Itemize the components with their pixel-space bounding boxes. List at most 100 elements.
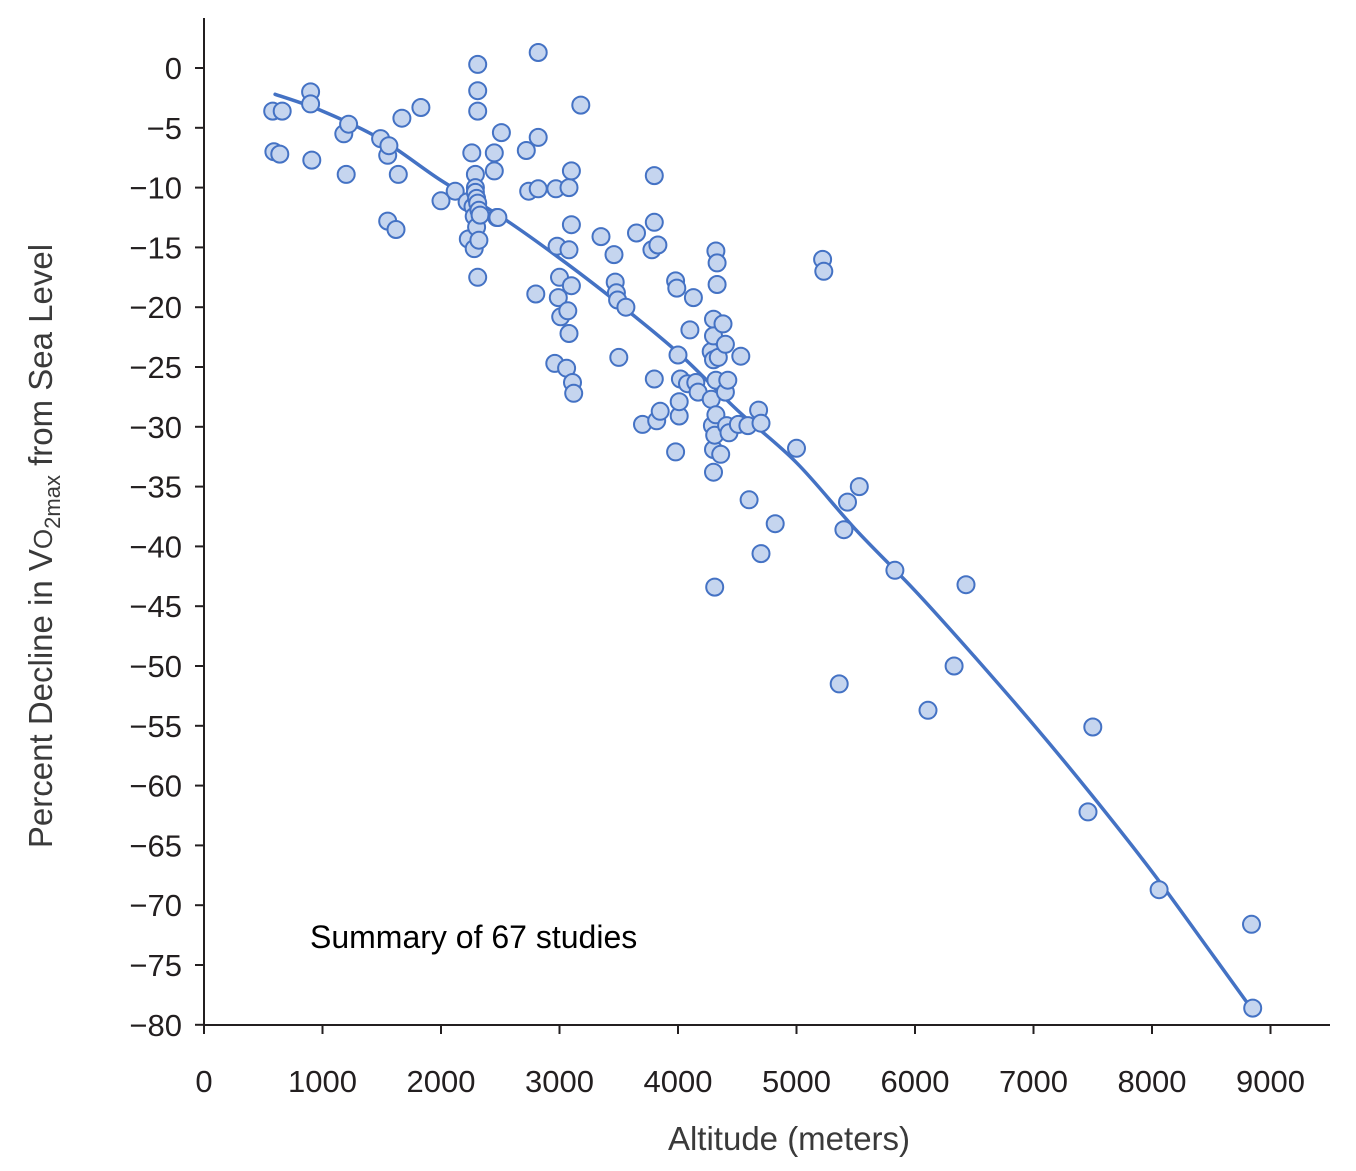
x-tick-label: 6000: [881, 1064, 950, 1099]
data-points: [263, 43, 1263, 1018]
data-point: [683, 288, 703, 308]
data-point: [468, 101, 488, 121]
data-point: [616, 297, 636, 317]
data-point: [528, 43, 548, 62]
data-point: [814, 261, 834, 281]
data-point: [838, 492, 857, 512]
data-point: [711, 444, 731, 464]
data-point: [644, 369, 664, 389]
y-tick-label: −35: [129, 470, 182, 505]
data-point: [559, 240, 579, 260]
data-point: [834, 520, 854, 540]
data-point: [561, 215, 581, 235]
data-point: [1243, 998, 1263, 1018]
y-axis-title-subscript: 2max: [40, 475, 65, 529]
data-point: [462, 143, 482, 163]
data-point: [1242, 914, 1261, 934]
x-axis-title: Altitude (meters): [668, 1120, 910, 1157]
data-point: [431, 191, 451, 211]
data-point: [1078, 802, 1098, 822]
x-tick-label: 7000: [999, 1064, 1068, 1099]
data-point: [648, 235, 668, 255]
x-ticks: 0 1000 2000 3000 4000 5000 6000 7000 8000 9000: [195, 1025, 1305, 1099]
y-axis-title-symbol-o: O: [28, 529, 58, 549]
data-point: [272, 101, 292, 121]
y-tick-label: −50: [129, 649, 182, 684]
data-point: [609, 347, 629, 367]
y-tick-label: −40: [129, 529, 182, 564]
data-point: [956, 575, 976, 595]
data-point: [668, 345, 688, 365]
data-point: [302, 150, 322, 170]
data-point: [739, 490, 759, 510]
data-point: [707, 253, 727, 273]
data-point: [713, 314, 733, 334]
data-point: [731, 346, 751, 366]
data-point: [715, 334, 735, 354]
data-point: [564, 383, 584, 403]
y-ticks: 0 −5 −10 −15 −20 −25 −30 −35 −40 −45 −50 −55 −60 −65 −…: [129, 51, 204, 1043]
x-tick-label: 9000: [1236, 1064, 1305, 1099]
data-point: [591, 227, 611, 247]
data-point: [849, 477, 869, 497]
data-point: [1083, 717, 1103, 737]
data-point: [470, 205, 490, 225]
data-point: [751, 413, 771, 433]
data-point: [488, 208, 508, 227]
annotation-text: Summary of 67 studies: [310, 919, 637, 955]
y-axis-title-suffix: from Sea Level: [22, 244, 59, 475]
data-point: [707, 275, 727, 294]
y-tick-label: −15: [129, 230, 182, 265]
data-point: [270, 144, 290, 164]
y-tick-label: −75: [129, 948, 182, 983]
y-axis-title: Percent Decline in VO2max from Sea Level: [22, 244, 65, 848]
y-tick-label: −70: [129, 888, 182, 923]
data-point: [379, 136, 399, 156]
x-tick-label: 3000: [525, 1064, 594, 1099]
data-point: [561, 161, 581, 181]
y-tick-label: −55: [129, 709, 182, 744]
data-point: [644, 212, 664, 232]
y-tick-label: −25: [129, 350, 182, 385]
axes: 0 1000 2000 3000 4000 5000 6000 7000 8000 9000 0−…: [129, 18, 1330, 1099]
x-tick-label: 5000: [762, 1064, 831, 1099]
data-point: [667, 278, 687, 298]
data-point: [765, 514, 785, 534]
data-point: [301, 94, 321, 114]
data-point: [944, 656, 964, 676]
y-axis-title-prefix: Percent Decline in: [22, 571, 59, 848]
data-point: [918, 700, 938, 720]
data-point: [484, 143, 504, 163]
data-point: [558, 301, 578, 321]
data-point: [411, 98, 431, 117]
data-point: [528, 179, 548, 199]
data-point: [571, 95, 591, 115]
y-tick-label: −10: [129, 171, 182, 206]
y-axis-title-symbol: V: [22, 549, 59, 571]
data-point: [392, 108, 412, 128]
data-point: [548, 288, 568, 308]
data-point: [468, 54, 488, 74]
data-point: [829, 674, 849, 694]
data-point: [705, 577, 725, 597]
x-tick-label: 2000: [407, 1064, 476, 1099]
data-point: [751, 544, 771, 564]
data-point: [386, 220, 406, 239]
data-point: [445, 181, 465, 201]
data-point: [644, 166, 664, 186]
y-tick-label: −60: [129, 769, 182, 804]
y-tick-label: −5: [147, 111, 182, 146]
data-point: [669, 392, 689, 412]
data-point: [718, 370, 738, 390]
data-point: [787, 438, 806, 458]
x-tick-label: 4000: [644, 1064, 713, 1099]
data-point: [484, 161, 504, 181]
data-point: [339, 114, 359, 134]
data-point: [469, 230, 489, 250]
data-point: [604, 245, 624, 265]
x-tick-label: 0: [195, 1064, 212, 1099]
data-point: [468, 81, 488, 101]
y-tick-label: −45: [129, 589, 182, 624]
data-point: [650, 401, 670, 421]
